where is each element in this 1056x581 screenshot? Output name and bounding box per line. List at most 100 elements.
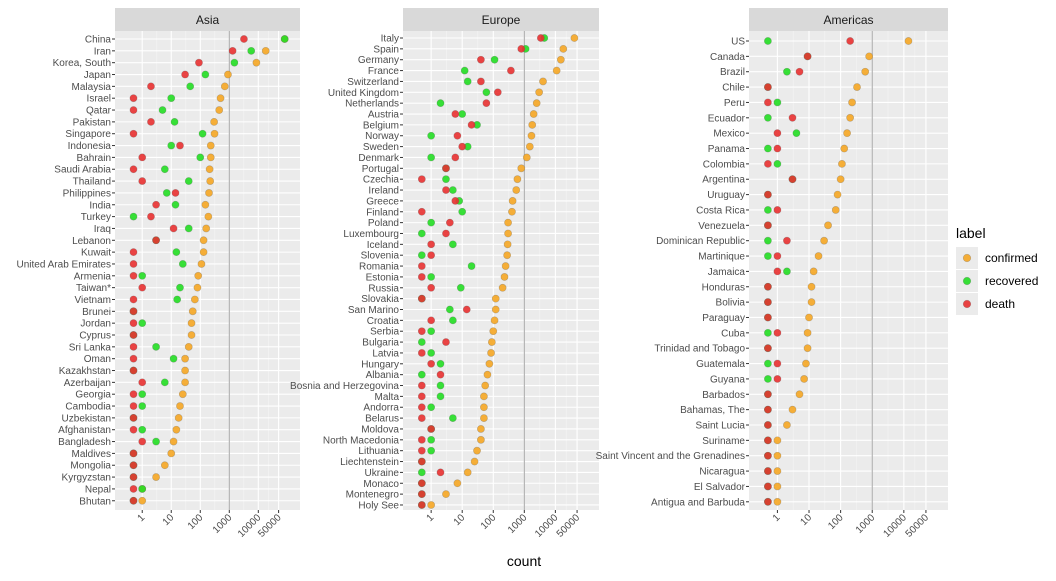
panel-europe: Europe ItalySpainGermanyFranceSwitzerland… [290, 8, 599, 540]
point-europe-iceland-confirmed [503, 240, 512, 249]
point-europe-portugal-death [442, 164, 450, 173]
point-americas-trinidad-and-tobago-death [763, 344, 772, 353]
point-europe-serbia-recovered [427, 327, 436, 336]
point-europe-ukraine-recovered [417, 468, 426, 477]
point-europe-albania-confirmed [483, 370, 492, 379]
point-asia-india-confirmed [201, 200, 210, 209]
point-europe-lithuania-confirmed [473, 446, 481, 455]
point-asia-turkey-recovered [129, 212, 138, 221]
point-americas-bolivia-death [763, 298, 772, 307]
x-tick-label-asia-0: 1 [136, 512, 148, 524]
y-tick-label-americas-costa-rica: Costa Rica [696, 205, 745, 216]
point-asia-korea-south-recovered [230, 58, 239, 67]
point-europe-slovakia-confirmed [491, 294, 500, 303]
point-asia-china-recovered [280, 35, 289, 43]
point-asia-kuwait-recovered [172, 248, 181, 257]
point-americas-guyana-death [773, 375, 782, 383]
point-europe-russia-death [427, 283, 436, 292]
point-asia-qatar-death [129, 106, 138, 114]
point-americas-saint-lucia-confirmed [783, 421, 791, 429]
point-americas-ecuador-recovered [763, 113, 772, 122]
point-americas-uruguay-death [763, 190, 772, 199]
legend: label confirmed recovered death [956, 225, 1038, 315]
y-tick-label-europe-sweden: Sweden [363, 142, 399, 153]
point-europe-bulgaria-death [442, 338, 450, 346]
y-tick-label-asia-oman: Oman [84, 354, 111, 365]
y-tick-label-americas-canada: Canada [710, 52, 745, 63]
point-europe-slovakia-death [417, 294, 426, 303]
y-tick-label-asia-kuwait: Kuwait [81, 248, 111, 259]
point-americas-jamaica-death [773, 267, 782, 276]
y-tick-label-americas-venezuela: Venezuela [698, 221, 745, 232]
point-europe-united-kingdom-recovered [482, 88, 491, 97]
point-americas-mexico-confirmed [843, 129, 851, 138]
x-axis-title: count [507, 553, 541, 569]
y-tick-label-europe-albania: Albania [366, 370, 400, 381]
point-europe-greece-confirmed [508, 196, 517, 205]
point-asia-iraq-recovered [184, 224, 193, 233]
point-asia-azerbaijan-recovered [160, 378, 169, 387]
point-asia-philippines-death [171, 189, 180, 197]
point-europe-estonia-confirmed [500, 273, 509, 281]
point-asia-malaysia-recovered [186, 82, 195, 91]
point-asia-pakistan-recovered [170, 117, 179, 126]
y-tick-label-americas-uruguay: Uruguay [707, 190, 745, 201]
point-americas-venezuela-confirmed [824, 221, 832, 230]
y-tick-label-europe-denmark: Denmark [358, 153, 400, 164]
y-tick-label-asia-iraq: Iraq [94, 224, 111, 235]
point-europe-france-death [507, 66, 515, 75]
x-tick-label-europe-2: 100 [479, 512, 499, 532]
point-europe-austria-death [451, 110, 460, 118]
point-europe-lithuania-death [417, 446, 426, 455]
y-tick-label-asia-taiwan: Taiwan* [76, 283, 111, 294]
point-asia-philippines-recovered [162, 189, 171, 197]
point-europe-belarus-recovered [448, 414, 457, 422]
point-europe-luxembourg-confirmed [504, 229, 512, 238]
point-europe-latvia-death [417, 349, 426, 357]
y-tick-label-asia-kyrgyzstan: Kyrgyzstan [62, 473, 111, 484]
point-europe-moldova-death [427, 425, 436, 433]
point-europe-russia-recovered [456, 283, 465, 292]
x-tick-label-europe-4: 10000 [533, 512, 561, 540]
point-europe-north-macedonia-recovered [427, 435, 436, 444]
y-tick-label-europe-czechia: Czechia [363, 175, 400, 186]
y-tick-label-americas-suriname: Suriname [702, 436, 745, 447]
y-tick-label-europe-moldova: Moldova [361, 424, 399, 435]
point-europe-montenegro-confirmed [442, 490, 450, 499]
y-tick-label-europe-iceland: Iceland [367, 240, 399, 251]
point-asia-sri-lanka-recovered [152, 342, 160, 351]
point-asia-bahrain-recovered [196, 153, 205, 162]
point-americas-el-salvador-death [763, 482, 772, 491]
point-asia-qatar-confirmed [215, 106, 224, 114]
y-tick-label-americas-cuba: Cuba [721, 328, 745, 339]
x-tick-label-americas-3: 1000 [854, 512, 878, 536]
y-tick-label-asia-armenia: Armenia [74, 271, 112, 282]
point-europe-belgium-confirmed [528, 120, 537, 129]
point-europe-monaco-death [417, 479, 426, 488]
point-europe-romania-confirmed [501, 262, 510, 270]
point-europe-denmark-death [451, 153, 460, 162]
point-asia-thailand-death [138, 177, 147, 185]
point-asia-uzbekistan-confirmed [174, 413, 183, 422]
point-asia-singapore-confirmed [210, 129, 219, 138]
y-tick-label-europe-slovenia: Slovenia [361, 251, 400, 262]
point-americas-trinidad-and-tobago-confirmed [803, 344, 812, 353]
y-tick-label-americas-chile: Chile [722, 83, 745, 94]
panel-americas: Americas US Canada Brazil Chile Peru Ecuador Me… [596, 8, 948, 540]
point-europe-san-marino-confirmed [491, 305, 500, 314]
y-tick-label-americas-guyana: Guyana [710, 374, 745, 385]
y-tick-label-asia-vietnam: Vietnam [74, 295, 111, 306]
point-asia-vietnam-recovered [173, 295, 182, 304]
point-europe-czechia-death [417, 175, 426, 184]
y-tick-label-asia-azerbaijan: Azerbaijan [64, 378, 111, 389]
point-europe-malta-confirmed [480, 392, 488, 401]
point-asia-oman-confirmed [181, 354, 189, 363]
point-asia-iran-recovered [247, 46, 256, 55]
point-europe-ireland-death [442, 186, 450, 194]
y-tick-label-europe-san-marino: San Marino [348, 305, 400, 316]
point-europe-bulgaria-confirmed [487, 338, 496, 346]
point-europe-lithuania-recovered [427, 446, 436, 455]
point-asia-mongolia-death [129, 461, 138, 470]
